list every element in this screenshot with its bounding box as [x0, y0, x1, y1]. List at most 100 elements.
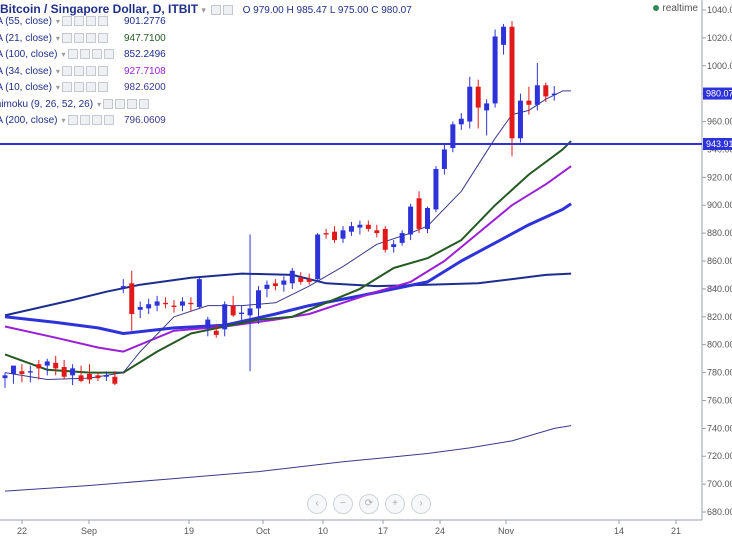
indicator-label: Ichimoku (9, 26, 52, 26): [0, 98, 94, 110]
add-icon[interactable]: [127, 98, 138, 109]
indicator-row[interactable]: MA (55, close) ▾ 901.2776: [0, 16, 166, 27]
indicator-row[interactable]: MA (34, close) ▾ 927.7108: [0, 65, 166, 77]
candle-body: [103, 375, 109, 377]
indicator-row[interactable]: MA (200, close)▾ 796.0609: [0, 115, 166, 126]
indicator-row[interactable]: MA (100, close)▾ 852.2496: [0, 49, 166, 60]
candle-body: [408, 206, 414, 235]
close-icon[interactable]: [97, 16, 108, 27]
header-hide-icon[interactable]: [223, 4, 234, 15]
time-tick-label: 22: [17, 526, 27, 536]
time-tick-label: 21: [671, 526, 681, 536]
candle-body: [272, 283, 278, 287]
eye-icon[interactable]: [73, 32, 84, 43]
price-tick-label: 780.00: [707, 368, 732, 378]
price-tick-label: 860.00: [707, 256, 732, 266]
add-icon[interactable]: [91, 49, 102, 60]
indicator-value: 852.2496: [124, 49, 166, 60]
time-tick-label: 10: [318, 526, 328, 536]
moving-average-line: [4, 90, 572, 380]
candle-body: [281, 280, 287, 285]
settings-icon[interactable]: [67, 49, 78, 60]
close-icon[interactable]: [103, 49, 114, 60]
candle-body: [551, 93, 557, 96]
close-icon[interactable]: [103, 115, 114, 126]
eye-icon[interactable]: [73, 16, 84, 27]
candle-body: [196, 279, 202, 308]
scroll-left-button[interactable]: ‹: [307, 494, 327, 514]
indicator-label: MA (200, close): [0, 115, 58, 126]
candle-body: [53, 362, 59, 369]
indicator-row[interactable]: Ichimoku (9, 26, 52, 26)▾: [0, 98, 150, 110]
candle-body: [298, 277, 304, 282]
candle-body: [340, 230, 346, 239]
price-label-text: 980.07: [706, 89, 732, 99]
time-tick-label: 24: [435, 526, 445, 536]
indicator-controls[interactable]: ▾: [56, 16, 108, 27]
indicator-controls[interactable]: ▾: [97, 98, 150, 110]
symbol-dropdown-icon[interactable]: ▾: [201, 5, 206, 15]
indicator-controls[interactable]: ▾: [56, 65, 108, 77]
close-icon[interactable]: [97, 32, 108, 43]
time-tick-label: 17: [378, 526, 388, 536]
add-icon[interactable]: [85, 32, 96, 43]
candle-body: [517, 100, 523, 139]
indicator-row[interactable]: MA (21, close) ▾ 947.7100: [0, 32, 166, 44]
price-label-text: 943.91: [706, 139, 732, 149]
zoom-in-button[interactable]: +: [385, 494, 405, 514]
candle-body: [332, 231, 338, 241]
scroll-right-button[interactable]: ›: [411, 494, 431, 514]
indicator-label: MA (55, close): [0, 16, 52, 27]
candle-body: [27, 371, 33, 373]
add-icon[interactable]: [91, 115, 102, 126]
candle-body: [146, 304, 152, 309]
eye-icon[interactable]: [73, 82, 84, 93]
candle-body: [154, 301, 160, 306]
close-icon[interactable]: [97, 82, 108, 93]
settings-icon[interactable]: [61, 32, 72, 43]
close-icon[interactable]: [139, 98, 150, 109]
eye-icon[interactable]: [73, 65, 84, 76]
realtime-label: realtime: [662, 3, 698, 14]
eye-icon[interactable]: [79, 115, 90, 126]
moving-average-line: [4, 165, 572, 353]
candle-body: [475, 86, 481, 108]
candle-body: [264, 284, 270, 289]
add-icon[interactable]: [85, 16, 96, 27]
eye-icon[interactable]: [79, 49, 90, 60]
price-tick-label: 820.00: [707, 312, 732, 322]
indicator-controls[interactable]: ▾: [61, 115, 114, 126]
indicator-row[interactable]: MA (10, close) ▾ 982.6200: [0, 82, 166, 93]
indicator-controls[interactable]: ▾: [56, 82, 108, 93]
candle-body: [382, 228, 388, 250]
candle-body: [348, 226, 354, 232]
settings-icon[interactable]: [61, 82, 72, 93]
settings-icon[interactable]: [103, 98, 114, 109]
candle-body: [484, 103, 490, 111]
price-tick-label: 1020.00: [707, 33, 732, 43]
price-tick-label: 900.00: [707, 200, 732, 210]
indicator-controls[interactable]: ▾: [56, 32, 108, 44]
eye-icon[interactable]: [115, 98, 126, 109]
candle-body: [10, 365, 16, 374]
header-settings-icon[interactable]: [211, 4, 222, 15]
status-dot-icon: [653, 5, 660, 11]
settings-icon[interactable]: [61, 65, 72, 76]
candle-body: [450, 124, 456, 149]
settings-icon[interactable]: [61, 16, 72, 27]
candle-body: [137, 307, 143, 310]
zoom-out-button[interactable]: −: [333, 494, 353, 514]
indicator-controls[interactable]: ▾: [61, 49, 114, 60]
price-tick-label: 740.00: [707, 423, 732, 433]
candle-body: [509, 26, 515, 139]
candle-body: [256, 290, 261, 309]
add-icon[interactable]: [85, 82, 96, 93]
reset-button[interactable]: ⟳: [359, 494, 379, 514]
settings-icon[interactable]: [67, 115, 78, 126]
add-icon[interactable]: [85, 65, 96, 76]
close-icon[interactable]: [97, 65, 108, 76]
candle-body: [315, 234, 321, 280]
candle-body: [374, 230, 380, 234]
candle-body: [458, 118, 464, 125]
candle-body: [365, 224, 371, 229]
